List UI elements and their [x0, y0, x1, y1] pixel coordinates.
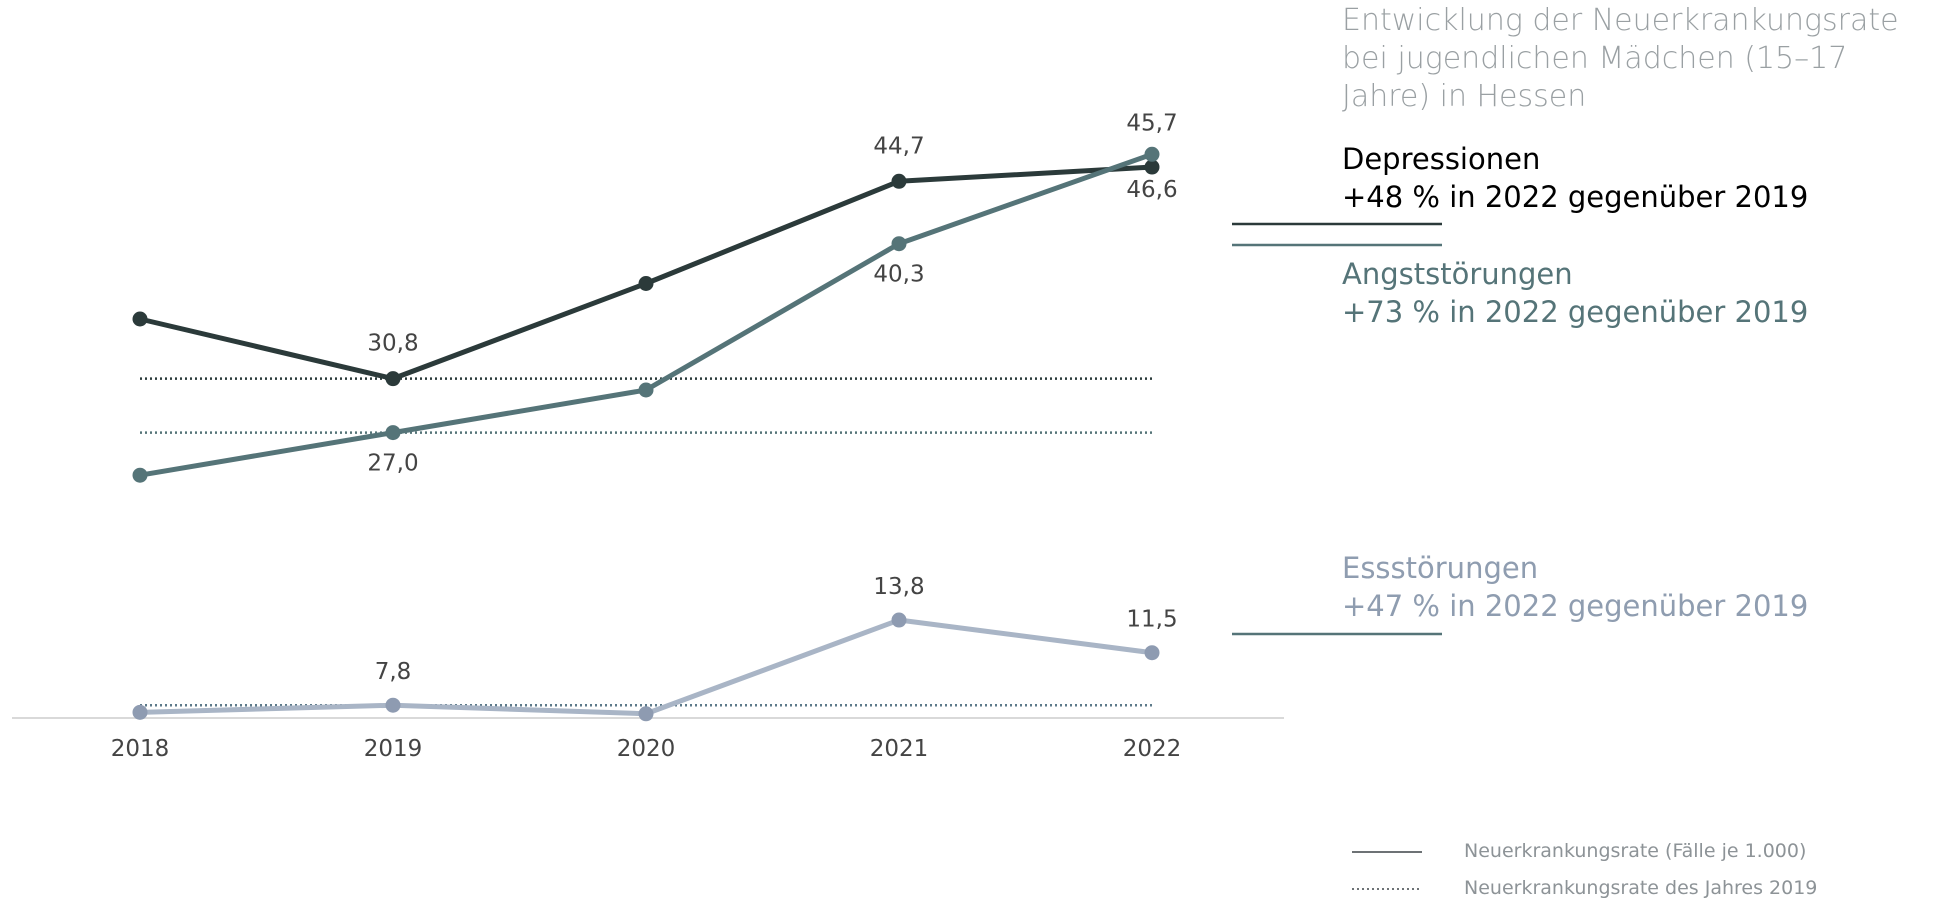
data-label-depressionen-2019: 30,8	[367, 331, 418, 357]
series-points	[132, 146, 1160, 722]
data-label-angst-2022: 45,7	[1126, 110, 1177, 136]
series-line-depressionen	[139, 164, 1153, 382]
series-line-ess	[139, 617, 1153, 717]
x-tick-labels: 2018 2019 2020 2021 2022	[111, 736, 1182, 762]
legend-solid-label: Neuerkrankungsrate (Fälle je 1.000)	[1464, 840, 1807, 862]
point-angst-2018	[132, 467, 148, 483]
data-label-depressionen-2022: 46,6	[1126, 177, 1177, 203]
series-label-ess: Essstörungen +47 % in 2022 gegenüber 201…	[1342, 549, 1942, 625]
series-change-depressionen: +48 % in 2022 gegenüber 2019	[1342, 180, 1809, 214]
point-angst-2019	[385, 425, 401, 441]
point-depressionen-2022	[1144, 159, 1160, 175]
data-label-ess-2021: 13,8	[873, 574, 924, 600]
series-label-depressionen: Depressionen +48 % in 2022 gegenüber 201…	[1342, 140, 1942, 216]
series-line-angst	[139, 151, 1153, 478]
point-ess-2021	[891, 612, 907, 628]
point-angst-2021	[891, 236, 907, 252]
legend-dotted-swatch	[1352, 888, 1422, 890]
data-label-angst-2021: 40,3	[873, 262, 924, 288]
point-depressionen-2019	[385, 371, 401, 387]
series-change-ess: +47 % in 2022 gegenüber 2019	[1342, 589, 1809, 623]
x-tick-2022: 2022	[1123, 736, 1182, 762]
point-depressionen-2020	[638, 276, 654, 291]
data-label-angst-2019: 27,0	[367, 451, 418, 477]
legend-dotted-label: Neuerkrankungsrate des Jahres 2019	[1464, 877, 1818, 899]
point-ess-2020	[638, 706, 654, 722]
label-connectors	[1232, 222, 1442, 636]
point-ess-2018	[132, 704, 148, 720]
series-name-angst: Angststörungen	[1342, 257, 1573, 291]
point-angst-2020	[638, 382, 654, 398]
x-tick-2021: 2021	[870, 736, 929, 762]
x-tick-2019: 2019	[364, 736, 423, 762]
series-name-depressionen: Depressionen	[1342, 142, 1541, 176]
data-label-ess-2022: 11,5	[1126, 607, 1177, 633]
x-tick-2020: 2020	[617, 736, 676, 762]
chart-title: Entwicklung der Neuerkrankungsrate bei j…	[1342, 3, 1899, 114]
series-lines	[139, 151, 1153, 717]
legend-solid-swatch	[1352, 851, 1422, 853]
series-name-ess: Essstörungen	[1342, 551, 1539, 585]
data-labels: 30,8 44,7 46,6 27,0 40,3 45,7 7,8 13,8 11,5	[367, 110, 1177, 685]
data-label-ess-2019: 7,8	[375, 659, 412, 685]
point-depressionen-2018	[132, 311, 148, 327]
point-depressionen-2021	[891, 173, 907, 189]
x-tick-2018: 2018	[111, 736, 170, 762]
point-ess-2019	[385, 697, 401, 713]
point-angst-2022	[1144, 146, 1160, 162]
series-change-angst: +73 % in 2022 gegenüber 2019	[1342, 295, 1809, 329]
data-label-depressionen-2021: 44,7	[873, 133, 924, 159]
baseline-group	[140, 377, 1152, 707]
point-ess-2022	[1144, 645, 1160, 661]
series-label-angst: Angststörungen +73 % in 2022 gegenüber 2…	[1342, 255, 1942, 331]
